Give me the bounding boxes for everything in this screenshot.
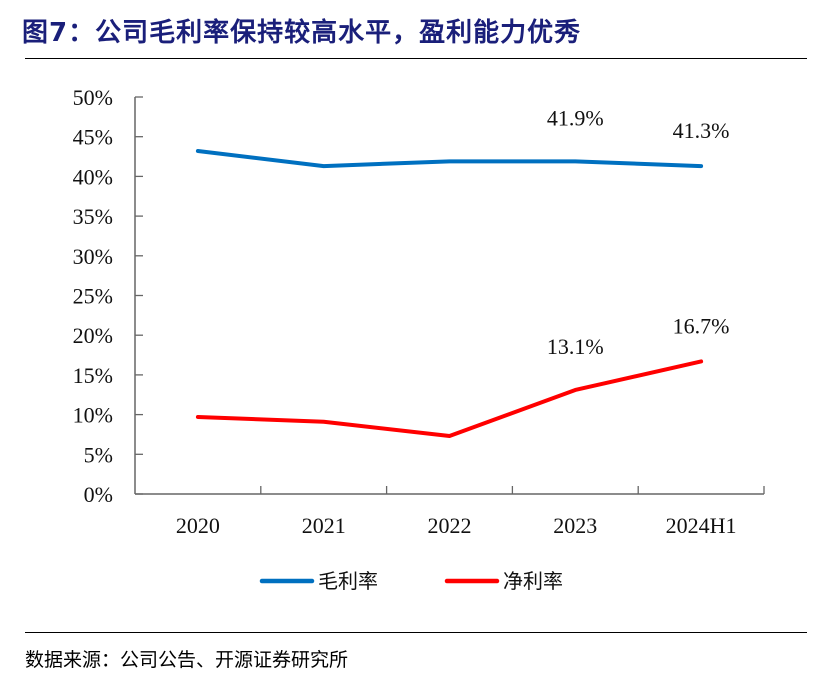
x-tick-label: 2022 xyxy=(428,513,472,538)
data-source: 数据来源：公司公告、开源证券研究所 xyxy=(25,649,349,671)
source-divider xyxy=(25,632,807,633)
y-tick-label: 30% xyxy=(73,244,113,269)
y-axis-ticks: 0% 5% 10% 15% 20% 25% 30% 35% 40% 45% 50% xyxy=(73,85,143,507)
legend: 毛利率 净利率 xyxy=(259,569,563,593)
figure-title: 图7：公司毛利率保持较高水平，盈利能力优秀 xyxy=(22,18,582,48)
data-label: 41.3% xyxy=(673,118,730,143)
legend-item: 毛利率 xyxy=(259,569,378,593)
y-tick-label: 40% xyxy=(73,164,113,189)
y-tick-label: 20% xyxy=(73,323,113,348)
x-tick-label: 2023 xyxy=(553,513,597,538)
data-label: 41.9% xyxy=(547,105,604,130)
legend-label: 净利率 xyxy=(503,569,563,593)
series-line-net-margin xyxy=(195,359,704,439)
series-lines xyxy=(195,148,704,439)
y-tick-label: 25% xyxy=(73,284,113,309)
x-tick-label: 2020 xyxy=(176,513,220,538)
y-tick-label: 35% xyxy=(73,204,113,229)
y-tick-label: 0% xyxy=(84,482,113,507)
data-labels: 41.9% 41.3% 13.1% 16.7% xyxy=(547,105,730,359)
data-label: 13.1% xyxy=(547,334,604,359)
data-label: 16.7% xyxy=(673,313,730,338)
x-axis-ticks: 2020 2021 2022 2023 2024H1 xyxy=(176,486,765,538)
legend-item: 净利率 xyxy=(444,569,563,593)
series-line-gross-margin xyxy=(195,148,704,169)
y-tick-label: 45% xyxy=(73,125,113,150)
y-tick-label: 50% xyxy=(73,85,113,110)
legend-label: 毛利率 xyxy=(318,569,378,593)
title-divider xyxy=(25,58,807,59)
y-tick-label: 15% xyxy=(73,363,113,388)
x-tick-label: 2024H1 xyxy=(666,513,737,538)
y-tick-label: 5% xyxy=(84,442,113,467)
y-tick-label: 10% xyxy=(73,403,113,428)
x-tick-label: 2021 xyxy=(302,513,346,538)
